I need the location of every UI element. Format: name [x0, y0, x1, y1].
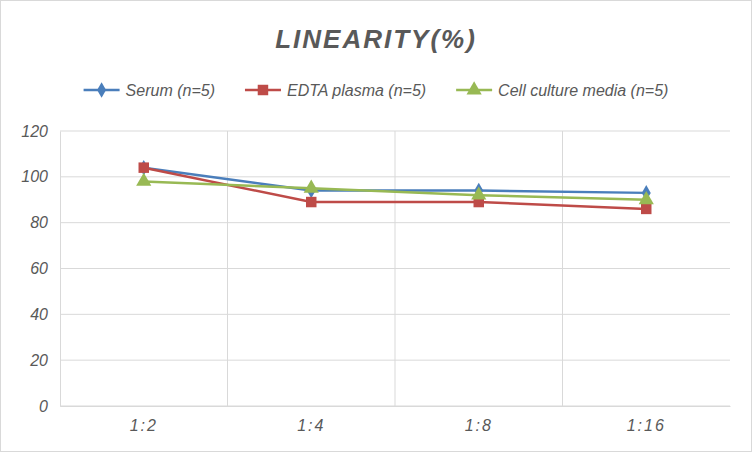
y-tick: 0 [39, 398, 60, 415]
y-tick: 80 [30, 214, 60, 231]
x-tick-label: 1:4 [297, 417, 325, 434]
y-tick-label: 120 [21, 123, 48, 140]
chart-frame [1, 1, 752, 452]
y-tick-label: 20 [29, 352, 48, 369]
series-marker [304, 180, 319, 193]
title: LINEARITY(%) [275, 24, 477, 54]
legend-marker [258, 85, 268, 95]
legend-marker [467, 81, 482, 94]
series-marker [139, 162, 149, 172]
x-tick: 1:2 [130, 406, 158, 434]
y-tick-label: 60 [30, 260, 48, 277]
x-tick: 1:16 [627, 406, 666, 434]
series-line [144, 168, 647, 193]
series-line [144, 181, 647, 199]
series-marker [471, 186, 486, 199]
legend-label: Cell culture media (n=5) [498, 82, 668, 99]
category-divider [562, 131, 563, 406]
y-tick: 20 [29, 352, 60, 369]
y-tick-label: 80 [30, 214, 48, 231]
legend-item: EDTA plasma (n=5) [245, 82, 426, 99]
x-axis-line [61, 406, 731, 407]
category-divider [395, 131, 396, 406]
y-tick-label: 40 [30, 306, 48, 323]
y-tick: 120 [21, 123, 60, 140]
x-axis: 1:2 1:4 1:8 1:16 [61, 406, 731, 434]
y-axis-line [60, 132, 61, 407]
legend-label: EDTA plasma (n=5) [287, 82, 426, 99]
y-tick: 60 [30, 260, 60, 277]
x-tick-label: 1:16 [627, 417, 666, 434]
legend-marker [97, 82, 106, 98]
x-tick: 1:4 [297, 406, 325, 434]
legend: Serum (n=5) EDTA plasma (n=5) Cell culture… [84, 81, 669, 99]
grid [60, 131, 730, 406]
legend-label: Serum (n=5) [126, 82, 215, 99]
y-tick: 40 [30, 306, 60, 323]
series-marker [306, 197, 316, 207]
x-tick-label: 1:8 [465, 417, 493, 434]
y-tick: 100 [21, 168, 60, 185]
series-line [144, 168, 647, 209]
series-marker [641, 204, 651, 214]
y-tick-label: 0 [39, 398, 48, 415]
chart: LINEARITY(%) 0 20 40 60 80 100 120 1:2 1:4 1:8 1:16… [0, 0, 752, 452]
x-tick-label: 1:2 [130, 417, 158, 434]
plot-area [136, 160, 654, 214]
legend-item: Serum (n=5) [84, 82, 215, 99]
series-marker [136, 173, 151, 186]
x-tick: 1:8 [465, 406, 493, 434]
series-marker [639, 191, 654, 204]
category-divider [227, 131, 228, 406]
y-tick-label: 100 [21, 168, 48, 185]
legend-item: Cell culture media (n=5) [456, 81, 668, 99]
y-axis: 0 20 40 60 80 100 120 [21, 123, 60, 415]
category-dividers [228, 131, 563, 406]
